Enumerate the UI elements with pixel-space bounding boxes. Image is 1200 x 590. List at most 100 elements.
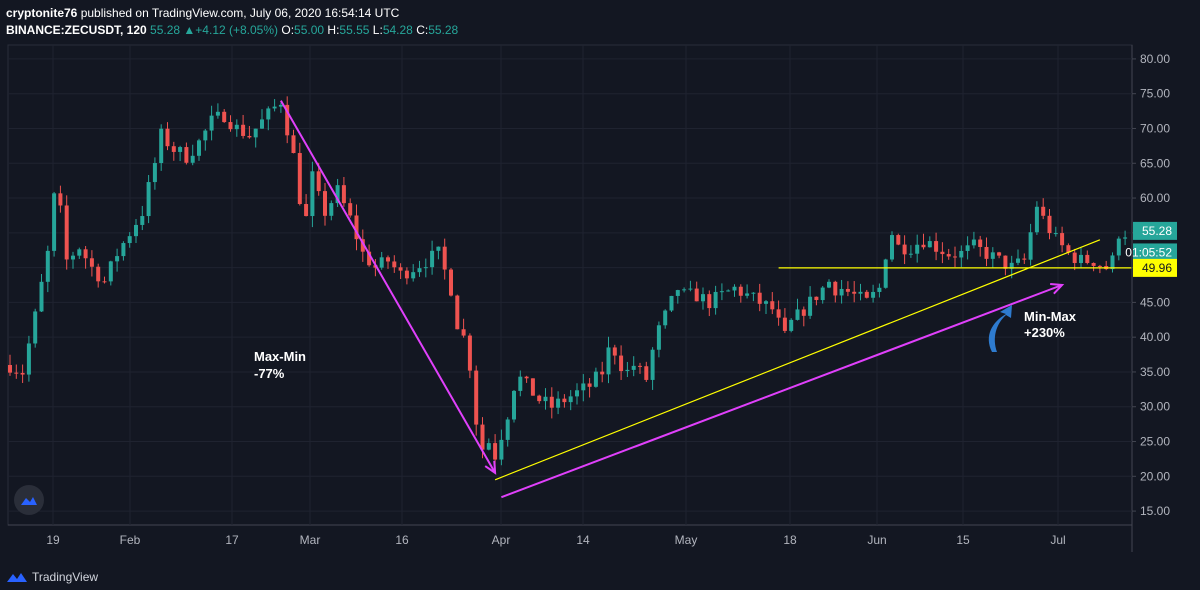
candle-body — [908, 253, 913, 255]
candle-body — [171, 146, 176, 152]
candle-body — [360, 239, 365, 252]
candle-body — [953, 256, 957, 258]
candle-body — [864, 291, 869, 298]
symbol-label: BINANCE:ZECUSDT, 120 — [6, 23, 147, 37]
candle-body — [304, 204, 309, 217]
candle-body — [1053, 233, 1058, 235]
candle-body — [404, 270, 409, 279]
author-name[interactable]: cryptonite76 — [6, 6, 78, 20]
candle-body — [839, 288, 844, 296]
candle-body — [757, 292, 762, 304]
close-value: 55.28 — [428, 23, 459, 37]
candle-body — [260, 119, 264, 129]
x-tick-label: Apr — [492, 533, 511, 547]
trendline-yellow-support-trend — [494, 239, 1101, 481]
candle-body — [663, 310, 668, 326]
candle-body — [505, 419, 510, 440]
min-max-arrowhead — [1050, 282, 1065, 295]
candle-body — [915, 244, 920, 254]
candle-body — [455, 295, 460, 330]
candle-body — [726, 290, 731, 292]
candle-body — [556, 398, 561, 408]
x-tick-label: Jul — [1050, 533, 1065, 547]
candle-body — [178, 147, 183, 152]
candle-body — [688, 288, 693, 290]
open-value: 55.00 — [294, 23, 325, 37]
candle-body — [354, 215, 359, 240]
candle-body — [738, 286, 743, 296]
candle-body — [625, 369, 630, 372]
candle-body — [493, 443, 498, 460]
candle-body — [795, 309, 800, 320]
tradingview-logo-button[interactable] — [14, 485, 44, 515]
candle-body — [33, 311, 38, 344]
candle-body — [694, 288, 699, 302]
candle-body — [934, 241, 939, 252]
candle-body — [228, 122, 233, 130]
candle-body — [203, 130, 208, 141]
footer-brand[interactable]: TradingView — [6, 570, 98, 584]
candle-body — [1060, 233, 1065, 246]
published-info: published on TradingView.com, July 06, 2… — [80, 6, 400, 20]
candle-body — [1091, 262, 1096, 266]
candle-body — [241, 124, 246, 136]
last-price: 55.28 — [150, 23, 181, 37]
candle-body — [247, 135, 252, 138]
candle-body — [808, 296, 813, 316]
y-tick-label: 60.00 — [1140, 191, 1170, 205]
candle-body — [26, 343, 31, 375]
candle-body — [190, 155, 195, 163]
price-axis[interactable]: 80.0075.0070.0065.0060.0055.0050.0045.00… — [1125, 52, 1177, 518]
candle-body — [1028, 232, 1033, 260]
candle-body — [272, 106, 277, 109]
candle-body — [669, 295, 674, 311]
candle-body — [820, 287, 825, 301]
y-tick-label: 65.00 — [1140, 156, 1170, 170]
candle-body — [310, 171, 315, 217]
candle-body — [411, 272, 416, 279]
x-tick-label: 19 — [46, 533, 60, 547]
candle-body — [549, 396, 554, 408]
max-min-arrowhead — [484, 460, 497, 475]
candle-body — [568, 396, 573, 403]
candle-body — [1003, 255, 1008, 269]
x-tick-label: Jun — [867, 533, 886, 547]
candle-body — [770, 301, 775, 310]
x-tick-label: 17 — [225, 533, 239, 547]
tradingview-footer-icon — [7, 573, 27, 582]
y-tick-label: 35.00 — [1140, 365, 1170, 379]
candle-body — [682, 289, 687, 291]
candle-body — [121, 243, 126, 257]
y-tick-label: 75.00 — [1140, 87, 1170, 101]
y-tick-label: 15.00 — [1140, 504, 1170, 518]
candle-body — [606, 347, 611, 375]
price-change: ▲+4.12 (+8.05%) — [183, 23, 279, 37]
candle-body — [436, 246, 441, 251]
candle-body — [499, 439, 504, 460]
candle-body — [134, 224, 138, 237]
candle-body — [990, 252, 995, 259]
candle-body — [20, 372, 25, 375]
candle-body — [801, 309, 806, 316]
candle-body — [978, 239, 983, 247]
candle-body — [1041, 206, 1046, 216]
x-tick-label: 18 — [783, 533, 797, 547]
candle-body — [316, 171, 321, 192]
annotation-line2: +230% — [1024, 325, 1065, 340]
candle-body — [266, 108, 271, 120]
candle-body — [719, 291, 724, 293]
time-axis[interactable]: 19 Feb 17 Mar 16 Apr 14 May 18 Jun 15 Jul — [46, 533, 1065, 547]
trendline-magenta-max-min — [280, 100, 496, 474]
candle-body — [871, 291, 876, 298]
candle-body — [971, 239, 976, 246]
blue-curved-arrow — [988, 305, 1012, 352]
candle-body — [997, 252, 1002, 256]
candle-body — [877, 287, 882, 292]
candle-body — [102, 281, 107, 283]
candle-body — [209, 115, 214, 131]
candle-body — [612, 347, 617, 356]
candle-body — [253, 128, 258, 138]
candle-body — [827, 281, 831, 288]
candle-body — [890, 235, 894, 260]
